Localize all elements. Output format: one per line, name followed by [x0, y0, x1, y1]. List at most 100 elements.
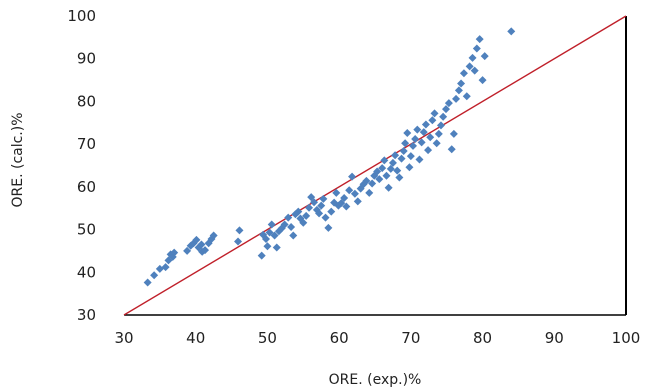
data-point — [405, 163, 414, 172]
data-point — [380, 156, 389, 165]
data-point — [161, 263, 170, 272]
y-tick-label: 30 — [77, 306, 96, 324]
data-point — [411, 135, 420, 144]
data-point — [362, 176, 371, 185]
data-point — [150, 271, 159, 280]
data-point — [287, 223, 296, 232]
x-tick-label: 100 — [612, 329, 641, 347]
data-point — [401, 139, 410, 148]
data-point — [280, 220, 289, 229]
x-tick-label: 40 — [186, 329, 205, 347]
y-tick-label: 70 — [77, 135, 96, 153]
y-axis-ticks: 30 40 50 60 70 80 90 100 — [67, 7, 96, 324]
x-tick-label: 90 — [545, 329, 564, 347]
data-point — [340, 193, 349, 202]
x-tick-label: 70 — [401, 329, 420, 347]
data-point — [272, 243, 281, 252]
data-point — [419, 128, 428, 137]
data-point — [457, 79, 466, 88]
data-point — [373, 167, 382, 176]
data-point — [395, 173, 404, 182]
data-point — [386, 164, 395, 173]
data-point — [265, 228, 274, 237]
data-point — [348, 172, 357, 181]
data-point — [384, 183, 393, 192]
data-point — [462, 92, 471, 101]
data-point — [507, 27, 516, 36]
data-point — [234, 237, 243, 246]
data-point — [368, 179, 377, 188]
data-point — [310, 198, 319, 207]
data-point — [263, 242, 272, 251]
data-point — [430, 109, 439, 118]
data-point — [321, 213, 330, 222]
data-point — [434, 129, 443, 138]
data-point — [468, 53, 477, 62]
data-point — [375, 175, 384, 184]
data-point — [426, 133, 435, 142]
x-tick-label: 50 — [258, 329, 277, 347]
data-point — [465, 62, 474, 71]
data-point — [327, 207, 336, 216]
data-point — [449, 129, 458, 138]
data-point — [470, 66, 479, 75]
data-point — [324, 223, 333, 232]
data-point — [428, 116, 437, 125]
data-point — [305, 203, 314, 212]
data-point — [432, 139, 441, 148]
data-point — [378, 164, 387, 173]
data-point — [332, 188, 341, 197]
data-point — [143, 278, 152, 287]
data-point — [197, 240, 206, 249]
data-point — [472, 44, 481, 53]
y-axis-title: ORE. (calc.)% — [10, 112, 26, 207]
data-points — [143, 27, 516, 287]
data-point — [342, 202, 351, 211]
data-point — [183, 246, 192, 255]
data-point — [436, 121, 445, 130]
data-point — [447, 145, 456, 154]
data-point — [284, 213, 293, 222]
data-point — [452, 94, 461, 103]
y-tick-label: 50 — [77, 221, 96, 239]
data-point — [201, 246, 210, 255]
y-tick-label: 100 — [67, 7, 96, 25]
data-point — [415, 155, 424, 164]
y-tick-label: 60 — [77, 178, 96, 196]
data-point — [475, 35, 484, 44]
data-point — [299, 218, 308, 227]
data-point — [235, 226, 244, 235]
data-point — [444, 99, 453, 108]
data-point — [345, 186, 354, 195]
data-point — [319, 194, 328, 203]
data-point — [439, 112, 448, 121]
data-point — [382, 171, 391, 180]
data-point — [155, 264, 164, 273]
reference-line — [123, 15, 627, 316]
data-point — [406, 152, 415, 161]
data-point — [424, 146, 433, 155]
data-point — [413, 125, 422, 134]
data-point — [170, 248, 179, 257]
data-point — [350, 189, 359, 198]
data-point — [289, 231, 298, 240]
y-tick-label: 90 — [77, 50, 96, 68]
data-point — [315, 209, 324, 218]
data-point — [257, 251, 266, 260]
data-point — [317, 201, 326, 210]
data-point — [397, 154, 406, 163]
y-tick-label: 40 — [77, 263, 96, 281]
y-tick-label: 80 — [77, 92, 96, 110]
data-point — [403, 129, 412, 138]
x-tick-label: 80 — [473, 329, 492, 347]
data-point — [209, 231, 218, 240]
data-point — [261, 234, 270, 243]
data-point — [294, 207, 303, 216]
data-point — [393, 166, 402, 175]
data-point — [459, 69, 468, 78]
x-tick-label: 60 — [330, 329, 349, 347]
data-point — [454, 86, 463, 95]
data-point — [302, 211, 311, 220]
data-point — [421, 120, 430, 129]
